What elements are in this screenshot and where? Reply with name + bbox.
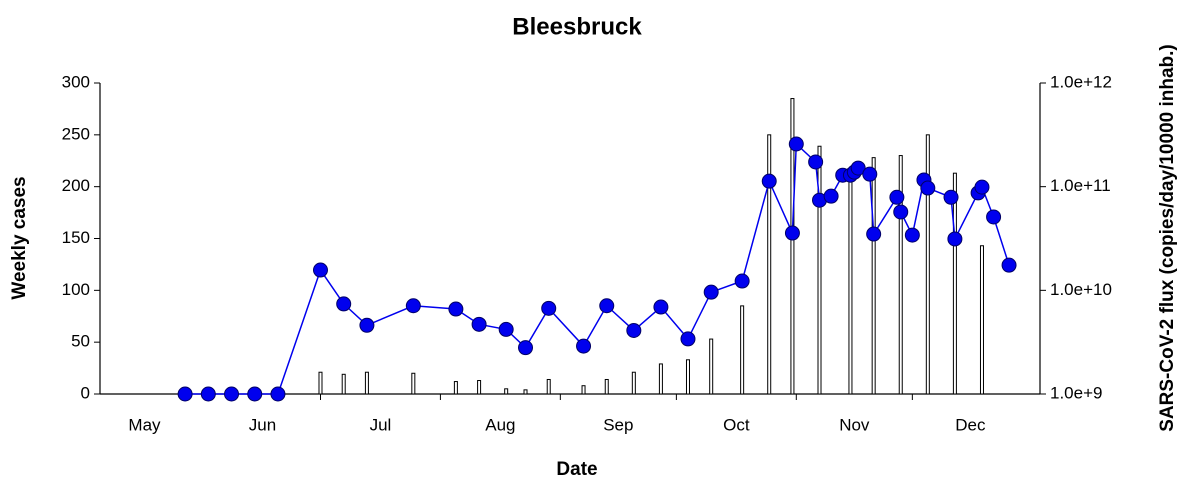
y-tick-label: 100 bbox=[62, 280, 90, 299]
y2-tick-label: 1.0e+9 bbox=[1050, 383, 1102, 402]
bar bbox=[767, 134, 772, 395]
y-tick-label: 200 bbox=[62, 176, 90, 195]
y-tick-label: 50 bbox=[71, 332, 90, 351]
point bbox=[224, 386, 240, 402]
point bbox=[823, 188, 839, 204]
point bbox=[986, 209, 1002, 225]
point bbox=[359, 317, 375, 333]
point bbox=[247, 386, 263, 402]
point bbox=[808, 154, 824, 170]
bar bbox=[411, 372, 416, 395]
point bbox=[653, 299, 669, 315]
point bbox=[850, 160, 866, 176]
point bbox=[788, 136, 804, 152]
point bbox=[703, 284, 719, 300]
bar bbox=[709, 338, 714, 395]
bar bbox=[925, 134, 930, 395]
bar bbox=[685, 359, 690, 395]
y-tick-label: 300 bbox=[62, 72, 90, 91]
x-tick-label: Nov bbox=[839, 415, 870, 434]
point bbox=[200, 386, 216, 402]
point bbox=[734, 273, 750, 289]
point bbox=[893, 204, 909, 220]
point bbox=[904, 227, 920, 243]
bar bbox=[848, 167, 853, 395]
y-tick-label: 150 bbox=[62, 228, 90, 247]
point bbox=[680, 331, 696, 347]
x-tick-label: Dec bbox=[955, 415, 986, 434]
bar bbox=[817, 145, 822, 395]
point bbox=[312, 262, 328, 278]
y2-tick-label: 1.0e+10 bbox=[1050, 280, 1112, 299]
x-tick-label: Jun bbox=[249, 415, 276, 434]
point bbox=[599, 298, 615, 314]
bar bbox=[453, 381, 458, 395]
point bbox=[626, 322, 642, 338]
point bbox=[920, 180, 936, 196]
bar bbox=[504, 388, 509, 395]
point bbox=[862, 166, 878, 182]
bar bbox=[364, 371, 369, 395]
point bbox=[974, 179, 990, 195]
bar bbox=[658, 363, 663, 395]
bar bbox=[979, 245, 984, 395]
point bbox=[336, 296, 352, 312]
bar bbox=[952, 172, 957, 395]
bar bbox=[546, 378, 551, 395]
point bbox=[270, 386, 286, 402]
x-tick-label: May bbox=[128, 415, 161, 434]
point bbox=[761, 173, 777, 189]
point bbox=[1001, 257, 1017, 273]
bar bbox=[740, 305, 745, 395]
y2-axis-title: SARS-CoV-2 flux (copies/day/10000 inhab.… bbox=[1157, 44, 1178, 432]
point bbox=[498, 321, 514, 337]
bar bbox=[631, 371, 636, 395]
bar bbox=[871, 157, 876, 395]
bar bbox=[581, 385, 586, 395]
y2-tick-label: 1.0e+12 bbox=[1050, 72, 1112, 91]
bar bbox=[318, 371, 323, 395]
point bbox=[518, 340, 534, 356]
point bbox=[947, 231, 963, 247]
y-axis-title: Weekly cases bbox=[9, 176, 30, 299]
bar bbox=[898, 155, 903, 395]
point bbox=[576, 338, 592, 354]
y-tick-label: 250 bbox=[62, 124, 90, 143]
point bbox=[448, 301, 464, 317]
point bbox=[889, 189, 905, 205]
bar bbox=[790, 98, 795, 395]
bar bbox=[523, 389, 528, 395]
y2-tick-label: 1.0e+11 bbox=[1050, 176, 1111, 195]
bar bbox=[477, 380, 482, 395]
bar bbox=[341, 373, 346, 395]
x-tick-label: Jul bbox=[370, 415, 392, 434]
bar bbox=[604, 378, 609, 395]
line bbox=[185, 142, 1010, 395]
point bbox=[943, 189, 959, 205]
y-tick-label: 0 bbox=[81, 383, 90, 402]
point bbox=[541, 300, 557, 316]
point bbox=[866, 226, 882, 242]
x-axis-title: Date bbox=[556, 459, 597, 480]
point bbox=[471, 316, 487, 332]
x-tick-label: Oct bbox=[723, 415, 750, 434]
x-tick-label: Sep bbox=[603, 415, 633, 434]
point bbox=[177, 386, 193, 402]
chart-title: Bleesbruck bbox=[512, 13, 642, 40]
point bbox=[405, 298, 421, 314]
point bbox=[784, 225, 800, 241]
x-tick-label: Aug bbox=[485, 415, 515, 434]
